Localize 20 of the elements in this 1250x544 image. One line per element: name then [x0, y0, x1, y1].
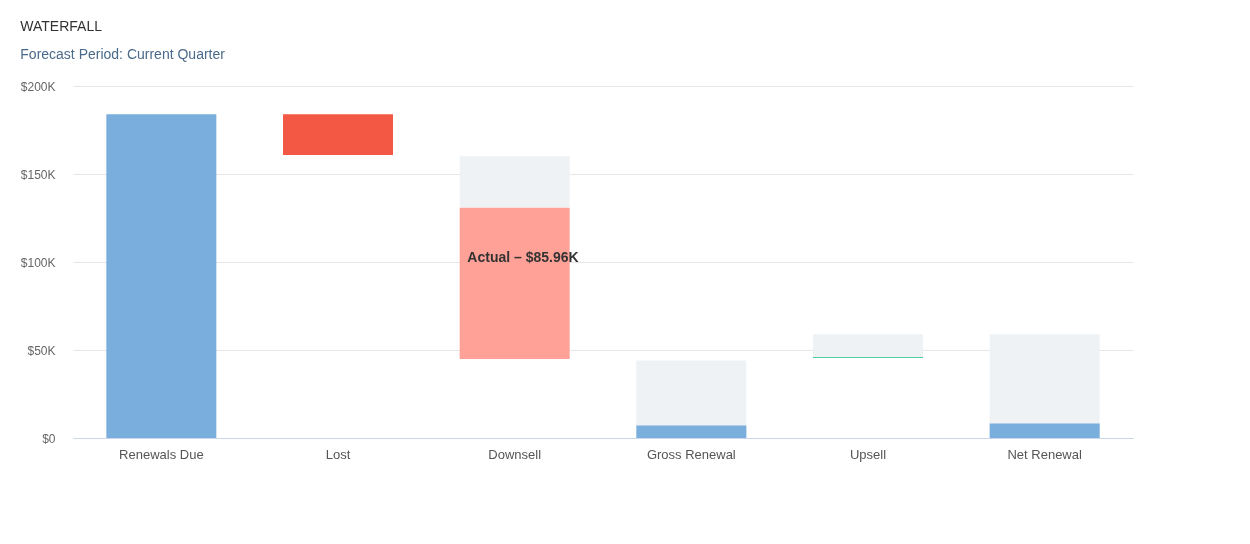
x-tick-label: Renewals Due [119, 446, 204, 462]
x-tick-label: Downsell [488, 446, 542, 462]
bar [283, 114, 393, 155]
x-tick-label: Net Renewal [1007, 446, 1082, 462]
y-tick-label: $200K [20, 79, 56, 94]
y-tick-label: $50K [27, 343, 56, 358]
bar [106, 114, 217, 438]
bar [989, 423, 1100, 438]
bar [636, 425, 747, 438]
y-tick-label: $150K [20, 167, 56, 182]
bar [459, 156, 570, 208]
x-tick-label: Gross Renewal [646, 446, 736, 462]
x-tick-label: Lost [325, 446, 351, 462]
chart-subtitle: Forecast Period: Current Quarter [20, 46, 226, 62]
annotation: Actual – $85.96K [467, 249, 579, 265]
x-tick-label: Upsell [849, 446, 887, 462]
bar [813, 334, 923, 358]
y-tick-label: $0 [42, 431, 56, 446]
y-tick-label: $100K [20, 255, 56, 270]
chart-title: WATERFALL [20, 18, 103, 34]
